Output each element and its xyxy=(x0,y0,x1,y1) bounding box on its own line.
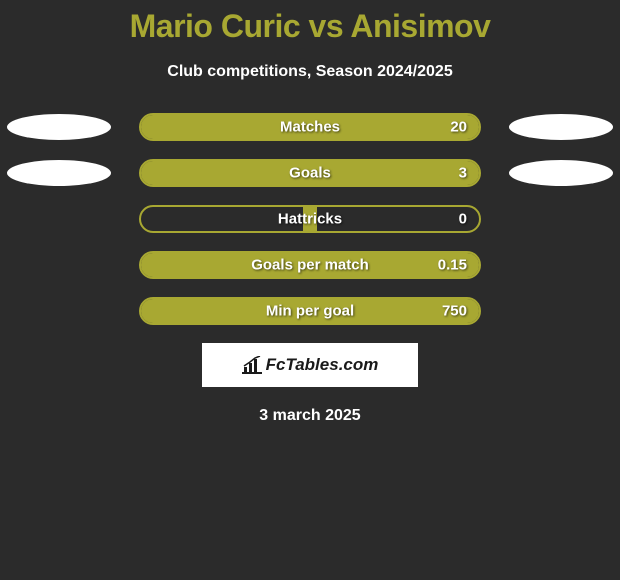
stat-bar: Matches 20 xyxy=(139,113,481,141)
player-right-marker xyxy=(509,160,613,186)
attribution-badge: FcTables.com xyxy=(202,343,418,387)
stat-value: 750 xyxy=(442,303,467,320)
player-left-marker xyxy=(7,114,111,140)
stat-label: Goals per match xyxy=(251,257,369,274)
stat-label: Goals xyxy=(289,165,331,182)
stat-row: Goals per match 0.15 xyxy=(0,251,620,279)
date-label: 3 march 2025 xyxy=(0,407,620,425)
comparison-card: Mario Curic vs Anisimov Club competition… xyxy=(0,0,620,425)
stat-value: 0 xyxy=(459,211,467,228)
player-left-marker xyxy=(7,160,111,186)
player-right-marker xyxy=(509,252,613,278)
stat-value: 0.15 xyxy=(438,257,467,274)
stat-label: Hattricks xyxy=(278,211,342,228)
stat-bar: Goals 3 xyxy=(139,159,481,187)
player-right-marker xyxy=(509,114,613,140)
player-left-marker xyxy=(7,206,111,232)
player-left-marker xyxy=(7,298,111,324)
stat-value: 20 xyxy=(450,119,467,136)
stat-row: Hattricks 0 xyxy=(0,205,620,233)
page-title: Mario Curic vs Anisimov xyxy=(0,8,620,45)
chart-icon xyxy=(242,356,262,374)
stat-value: 3 xyxy=(459,165,467,182)
player-right-marker xyxy=(509,298,613,324)
player-left-marker xyxy=(7,252,111,278)
attribution-text: FcTables.com xyxy=(266,355,379,375)
stat-label: Min per goal xyxy=(266,303,354,320)
stats-area: Matches 20 Goals 3 Hattricks 0 Goals per match… xyxy=(0,113,620,325)
stat-bar: Hattricks 0 xyxy=(139,205,481,233)
player-right-marker xyxy=(509,206,613,232)
stat-bar: Min per goal 750 xyxy=(139,297,481,325)
subtitle: Club competitions, Season 2024/2025 xyxy=(0,63,620,81)
stat-row: Goals 3 xyxy=(0,159,620,187)
stat-row: Matches 20 xyxy=(0,113,620,141)
stat-label: Matches xyxy=(280,119,340,136)
stat-bar: Goals per match 0.15 xyxy=(139,251,481,279)
stat-row: Min per goal 750 xyxy=(0,297,620,325)
